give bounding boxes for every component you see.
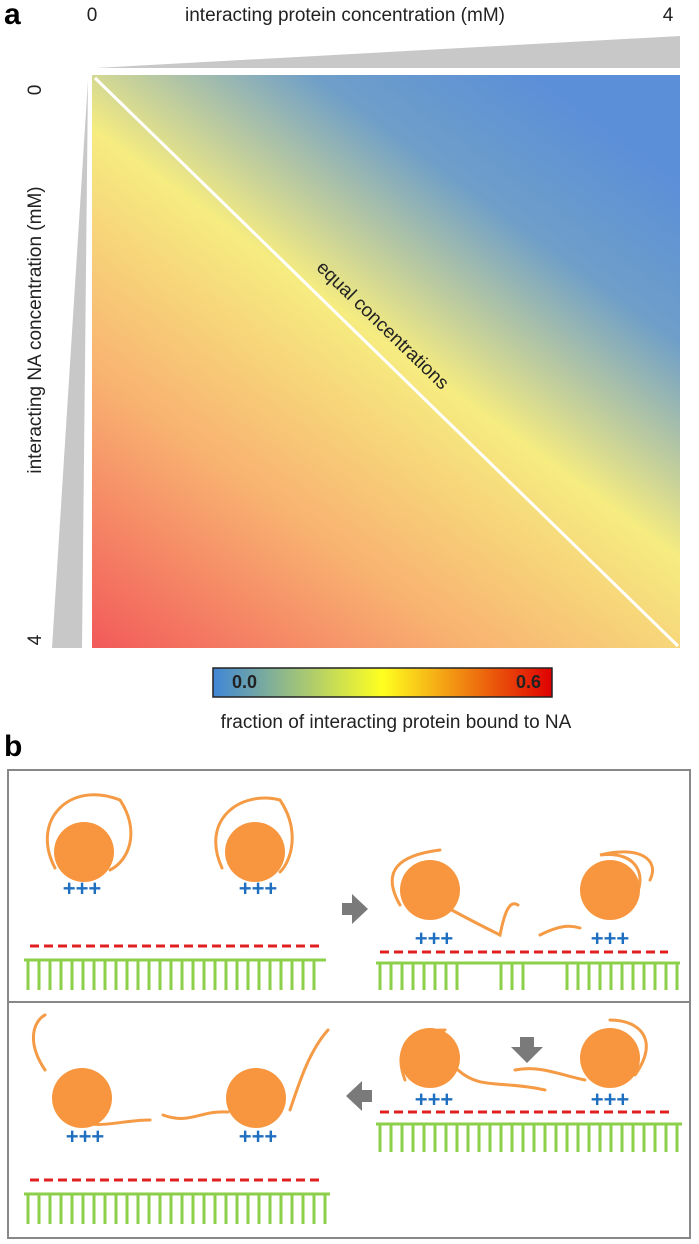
protein-tail xyxy=(390,848,520,938)
diagonal xyxy=(93,76,680,648)
colorbar-max: 0.6 xyxy=(516,672,541,692)
protein xyxy=(400,1028,460,1088)
charge: +++ xyxy=(239,1124,278,1149)
x-title: interacting protein concentration (mM) xyxy=(185,5,505,26)
diagram-box xyxy=(7,769,691,1239)
charge: +++ xyxy=(239,876,278,901)
arrow xyxy=(342,894,368,924)
colorbar-caption: fraction of interacting protein bound to… xyxy=(221,712,572,733)
charge: +++ xyxy=(63,876,102,901)
protein xyxy=(580,860,640,920)
charge: +++ xyxy=(415,926,454,951)
charge: +++ xyxy=(415,1087,454,1112)
protein xyxy=(52,1068,112,1128)
y-min: 0 xyxy=(25,85,46,96)
panel-label: b xyxy=(4,730,22,763)
colorbar-min: 0.0 xyxy=(232,672,257,692)
protein xyxy=(400,860,460,920)
protein-tail xyxy=(31,1013,330,1126)
protein xyxy=(580,1028,640,1088)
protein xyxy=(54,822,114,882)
y-title: interacting NA concentration (mM) xyxy=(25,186,46,473)
colorbar xyxy=(212,667,553,698)
diagram: +++ +++ +++ +++ +++ +++ +++ +++ xyxy=(24,793,682,1224)
charge: +++ xyxy=(591,1087,630,1112)
protein-tail xyxy=(45,793,133,872)
y-max: 4 xyxy=(25,634,46,645)
protein xyxy=(225,822,285,882)
charge: +++ xyxy=(591,926,630,951)
protein-tail xyxy=(538,850,654,937)
x-min: 0 xyxy=(87,5,98,26)
protein-tail xyxy=(214,796,294,874)
y-wedge xyxy=(52,80,88,648)
protein xyxy=(226,1068,286,1128)
x-wedge xyxy=(96,36,680,68)
charge: +++ xyxy=(66,1124,105,1149)
arrow xyxy=(511,1037,543,1063)
panel-label: a xyxy=(4,0,21,31)
arrow xyxy=(346,1081,372,1111)
x-max: 4 xyxy=(663,5,674,26)
